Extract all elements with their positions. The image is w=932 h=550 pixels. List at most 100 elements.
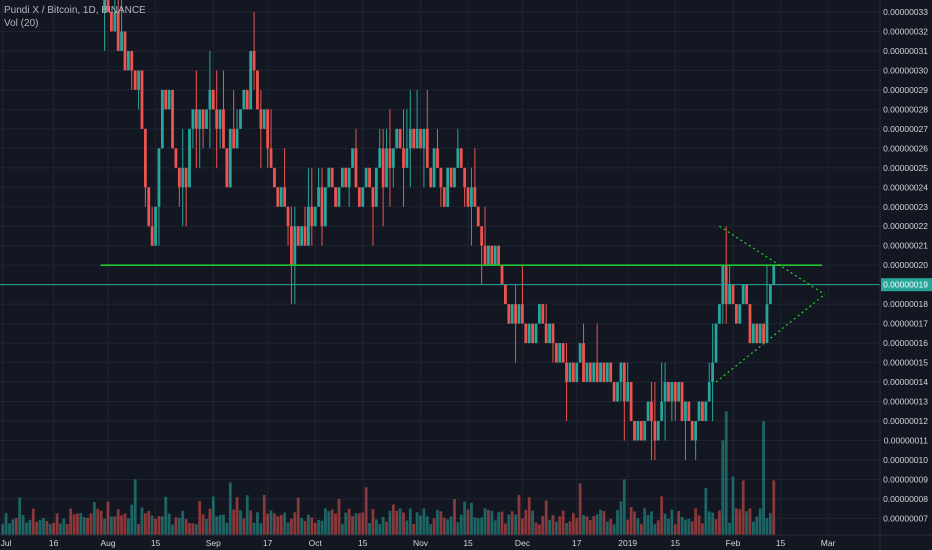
time-tick-label: Oct [309, 538, 323, 548]
volume-bar [351, 516, 354, 535]
candle-body [208, 89, 212, 110]
price-tick-label: 0.00000027 [883, 124, 928, 134]
symbol-title[interactable]: Pundi X / Bitcoin, 1D, BINANCE [4, 5, 146, 16]
last-price-tag [881, 278, 932, 292]
time-tick-label: 15 [151, 538, 161, 548]
candle-body [381, 148, 385, 188]
volume-bar [575, 518, 579, 535]
price-tick-label: 0.00000007 [883, 513, 928, 523]
price-tick-label: 0.00000023 [883, 202, 928, 212]
volume-bar [687, 518, 691, 535]
volume-bar [194, 524, 198, 535]
volume-bar [245, 495, 249, 535]
volume-bar [198, 501, 202, 535]
volume-bar [52, 522, 56, 535]
candle-body [184, 167, 188, 188]
volume-bar [300, 517, 304, 535]
candle-body [449, 167, 453, 188]
candle-body [619, 362, 623, 383]
candle-body [327, 167, 331, 188]
volume-bar [592, 516, 596, 535]
candle-body [364, 167, 368, 188]
volume-bar [296, 497, 300, 535]
volume-bar [728, 522, 731, 535]
candle-body [439, 167, 443, 188]
volume-bar [368, 523, 371, 535]
volume-bar [487, 510, 490, 535]
candle-body [177, 167, 181, 188]
candle-body [639, 421, 643, 441]
volume-bar [429, 524, 433, 535]
candle-body [667, 382, 670, 402]
candle-body [592, 362, 596, 383]
candle-body [113, 12, 117, 32]
last-price-label: 0.00000019 [883, 280, 928, 290]
volume-bar [595, 514, 599, 535]
volume-bar [344, 512, 348, 535]
time-axis[interactable]: Jul 16 Aug 15 Sep 17 Oct 15 Nov 15 Dec 17 2019 15 Feb 1… [0, 534, 932, 548]
candle-body [436, 148, 439, 168]
price-tick-label: 0.00000008 [883, 494, 928, 504]
volume-bar [490, 510, 494, 535]
candle-body [126, 50, 130, 71]
volume-bar [609, 518, 613, 535]
price-tick-label: 0.00000014 [883, 377, 928, 387]
candle-body [160, 89, 164, 149]
volume-bar [718, 510, 721, 535]
volume-bar [422, 508, 426, 535]
volume-bar [656, 520, 660, 535]
candle-body [660, 401, 664, 422]
candle-body [643, 421, 647, 441]
candle-body [259, 109, 263, 129]
volume-bar [181, 510, 185, 535]
candle-body [554, 343, 558, 363]
volume-bar [667, 518, 670, 535]
volume-indicator-label[interactable]: Vol (20) [4, 18, 39, 29]
volume-bar [130, 504, 134, 535]
volume-bar [510, 511, 514, 535]
volume-bar [680, 517, 684, 535]
candle-body [116, 12, 120, 51]
volume-bar [1, 523, 5, 535]
volume-bar [636, 518, 640, 535]
candle-body [571, 362, 575, 383]
candle-body [269, 148, 273, 168]
volume-bar [18, 497, 22, 535]
volume-bar [334, 513, 337, 535]
volume-bar [622, 479, 626, 535]
volume-bar [235, 497, 239, 535]
candle-body [633, 421, 636, 441]
volume-bar [408, 508, 412, 535]
candle-body [252, 50, 256, 71]
volume-bar [116, 509, 120, 535]
volume-bar [453, 498, 456, 535]
candle-body [745, 284, 748, 305]
volume-bar [154, 518, 157, 535]
candle-body [402, 148, 405, 168]
candle-body [602, 362, 606, 383]
candle-body [218, 109, 222, 129]
volume-bar [4, 513, 8, 535]
volume-bar [456, 522, 460, 535]
volume-bar [371, 509, 375, 535]
candle-body [137, 70, 140, 90]
volume-bar [548, 520, 551, 535]
volume-bar [459, 514, 463, 535]
candle-body [432, 148, 436, 188]
price-tick-label: 0.00000025 [883, 163, 928, 173]
volume-bar [164, 496, 168, 535]
volume-bar [120, 515, 123, 535]
volume-bar [534, 522, 538, 535]
candle-body [735, 304, 738, 324]
price-axis[interactable]: 0.00000033 0.00000032 0.00000031 0.00000030… [879, 0, 932, 550]
volume-bar [337, 498, 341, 535]
candle-body [673, 382, 677, 402]
volume-bar [211, 496, 215, 535]
time-tick-label: Jul [1, 538, 12, 548]
candle-body [425, 128, 429, 168]
volume-bar [96, 508, 100, 535]
volume-bar [82, 517, 86, 535]
volume-bar [215, 516, 219, 535]
volume-bar [483, 508, 487, 535]
